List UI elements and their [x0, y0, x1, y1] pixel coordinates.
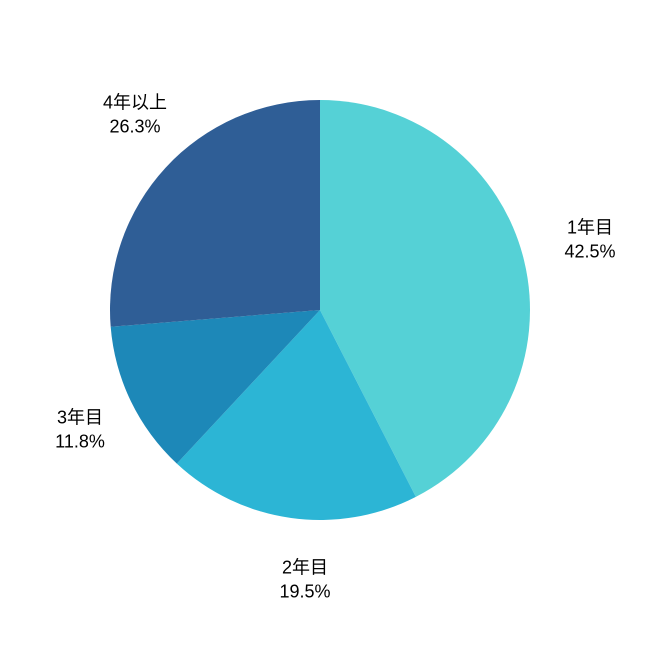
slice-label-name: 3年目 [55, 406, 105, 430]
pie-chart: 1年目42.5% 2年目19.5% 3年目11.8% 4年以上26.3% [0, 0, 650, 650]
slice-label-3: 4年以上26.3% [103, 91, 167, 140]
slice-label-name: 2年目 [279, 556, 330, 580]
slice-label-0: 1年目42.5% [564, 216, 615, 265]
slice-label-pct: 11.8% [55, 430, 105, 454]
slice-label-1: 2年目19.5% [279, 556, 330, 605]
slice-label-pct: 42.5% [564, 240, 615, 264]
slice-label-name: 4年以上 [103, 91, 167, 115]
slice-label-pct: 26.3% [103, 115, 167, 139]
slice-label-name: 1年目 [564, 216, 615, 240]
slice-label-pct: 19.5% [279, 580, 330, 604]
pie-slices-group [110, 100, 530, 520]
slice-label-2: 3年目11.8% [55, 406, 105, 455]
pie-svg [0, 0, 650, 650]
